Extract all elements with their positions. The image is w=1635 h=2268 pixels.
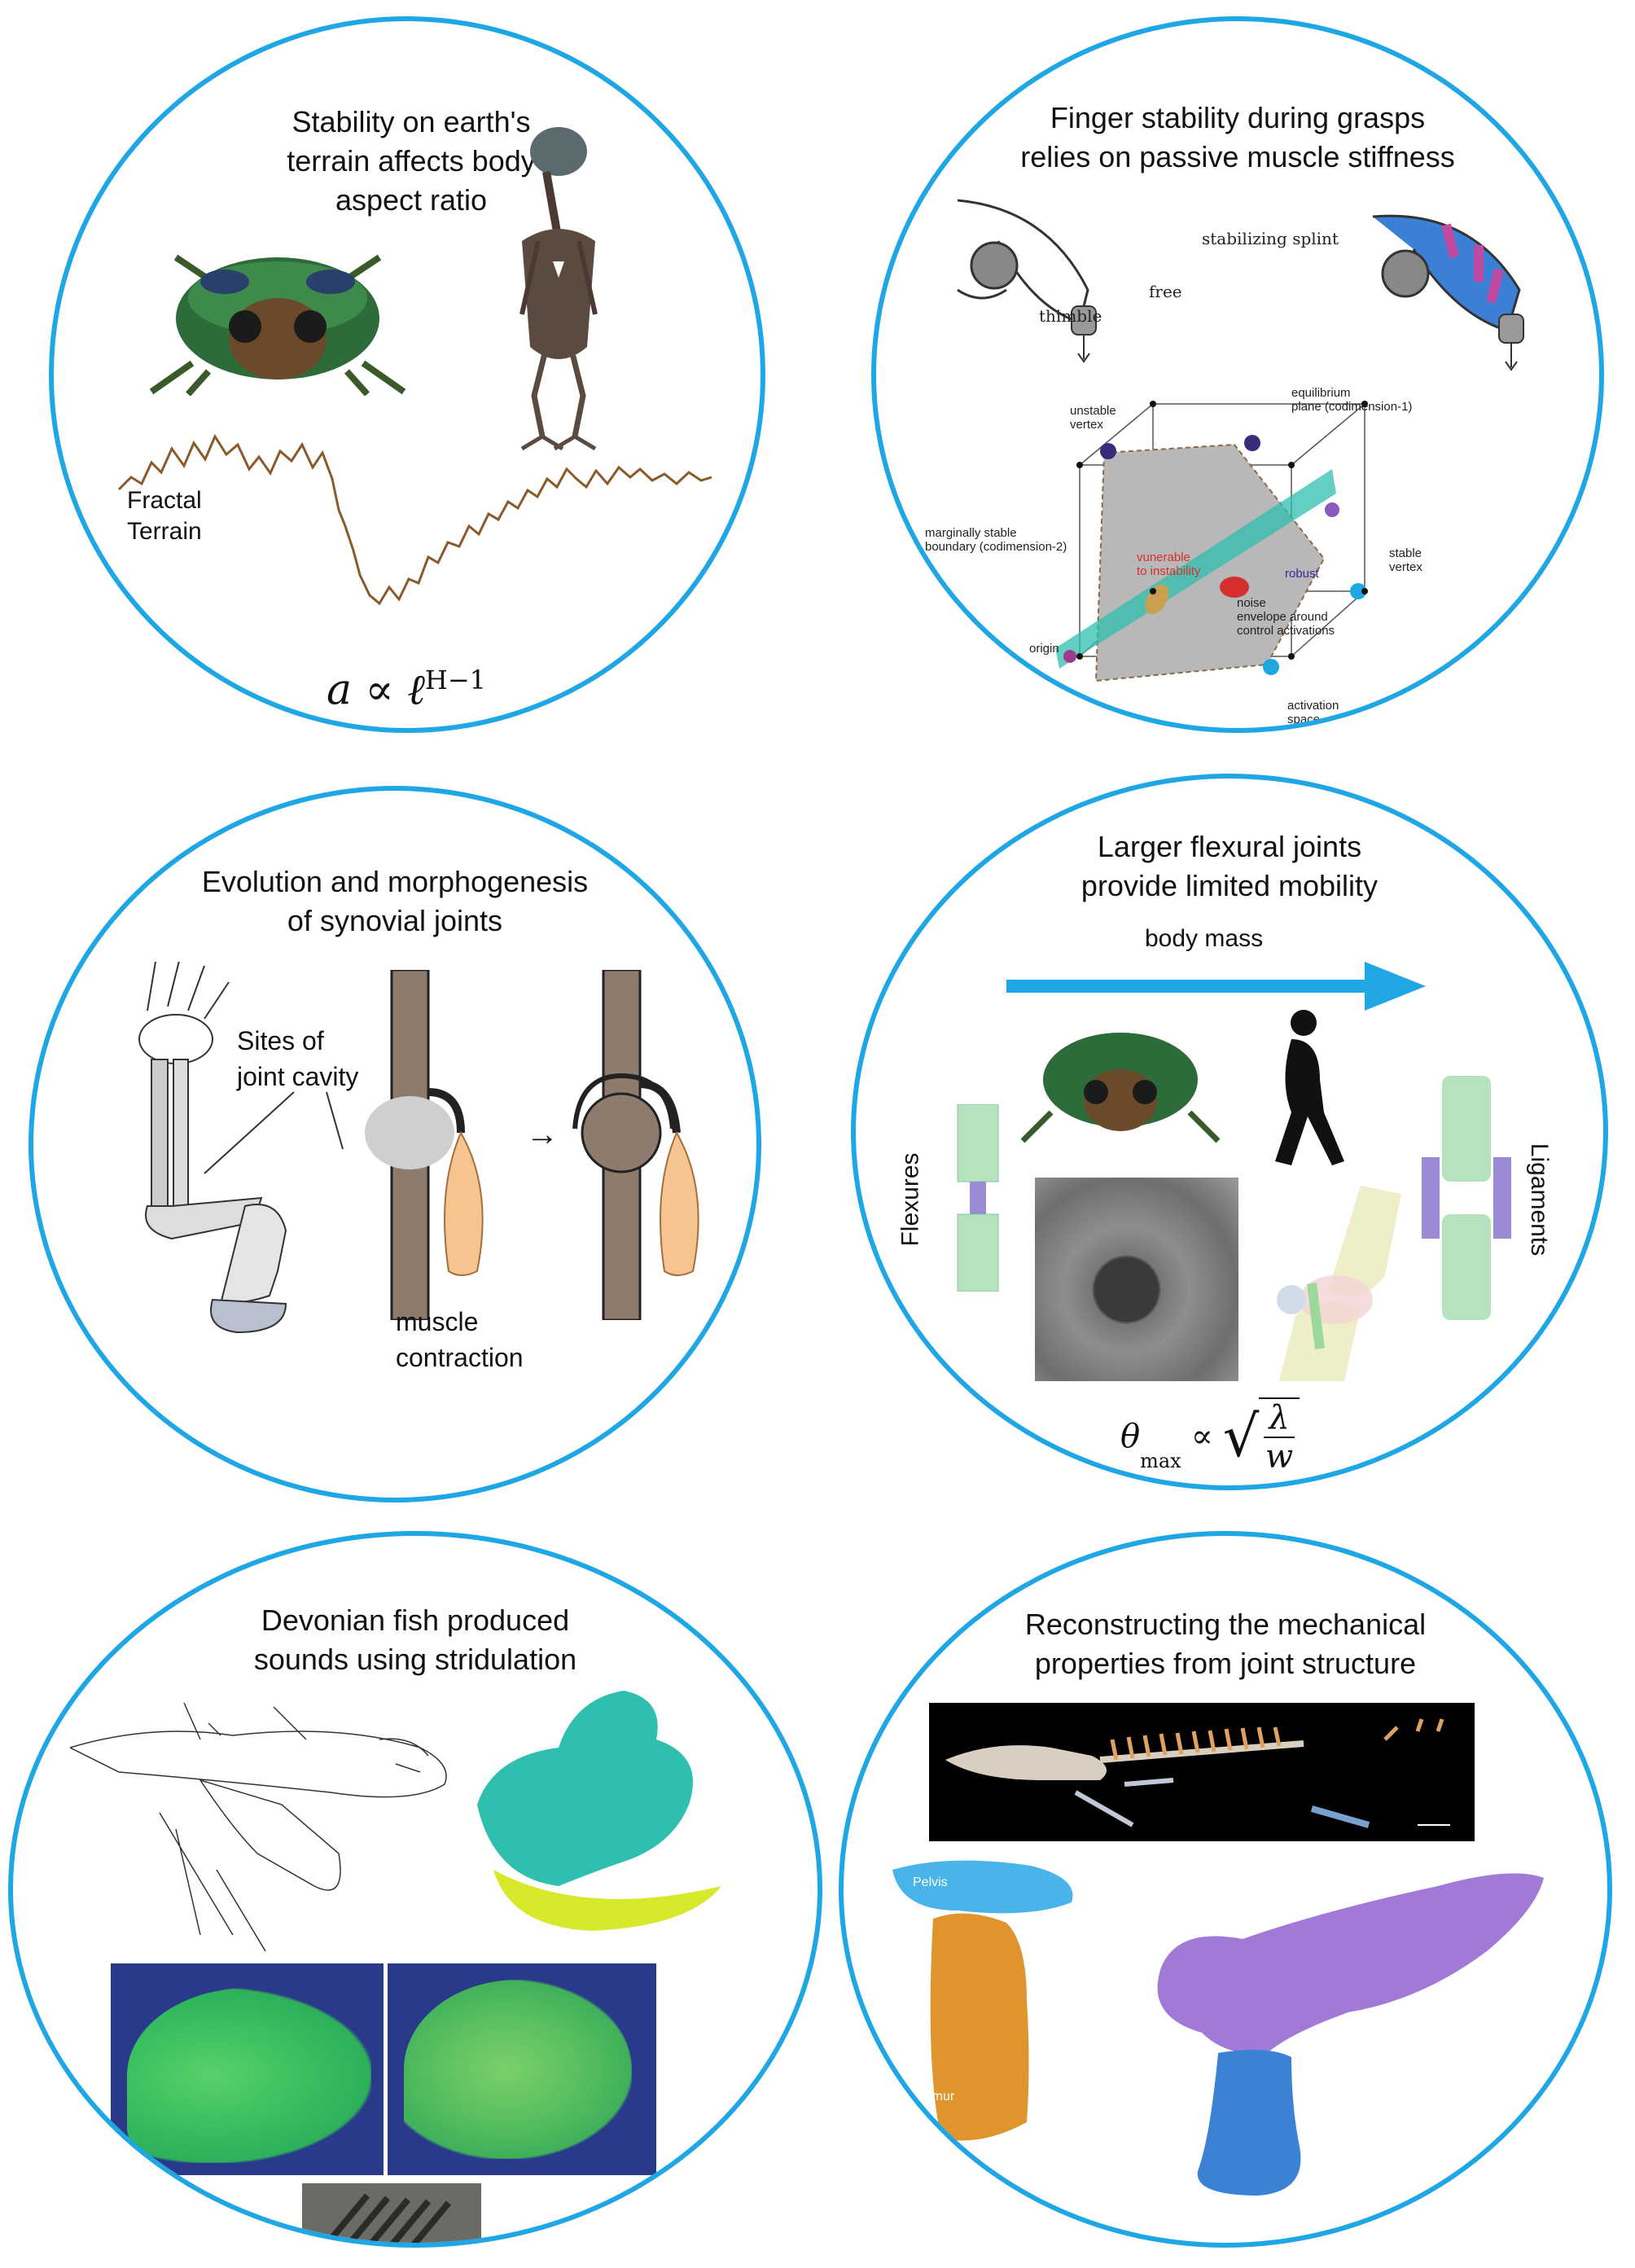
marginal-boundary-label: marginally stable boundary (codimension-…: [925, 526, 1067, 554]
thimble-label: thimble: [1039, 306, 1102, 326]
activation-space-label: activation space: [1287, 699, 1339, 726]
sqrt-sign: √: [1222, 1403, 1260, 1470]
formula-exponent: H−1: [424, 665, 486, 695]
mobility-formula: θ max ∝ √ λ w: [1120, 1397, 1300, 1476]
equilibrium-plane-label: equilibrium plane (codimension-1): [1291, 386, 1413, 414]
panel-title: Reconstructing the mechanical properties…: [1024, 1608, 1427, 1680]
fin-spine-scan-image: [477, 1691, 721, 1931]
hand-thimble-image: [957, 199, 1097, 363]
panel-stability: Stability on earth's terrain affects bod…: [49, 16, 765, 733]
joint-interzone-diagram: [365, 970, 484, 1320]
formula-denominator: w: [1265, 1438, 1294, 1476]
splint-label: stabilizing splint: [1202, 229, 1339, 248]
fractal-terrain-curve: [117, 433, 712, 606]
limb-skeleton-image: [138, 962, 287, 1334]
panel-title: Finger stability during grasps relies on…: [1020, 101, 1455, 173]
stable-vertex-label: stable vertex: [1389, 546, 1422, 574]
bird-skeleton-image: [519, 127, 598, 451]
joint-cavity-diagram: [572, 970, 699, 1320]
activation-space-diagram: [1055, 401, 1368, 682]
panel-title: Evolution and morphogenesis of synovial …: [201, 865, 589, 937]
robust-label: robust: [1285, 567, 1319, 581]
panel-finger: Finger stability during grasps relies on…: [871, 16, 1604, 733]
joint-3d-model: [1157, 1873, 1544, 2196]
formula-proportional: ∝: [1190, 1418, 1213, 1455]
muscle-contraction-label: muscle contraction: [396, 1307, 524, 1372]
free-label: free: [1149, 282, 1182, 301]
femur-label: Femur: [917, 2090, 955, 2103]
skeleton-reconstruction-image: [929, 1703, 1475, 1841]
origin-label: origin: [1029, 642, 1059, 656]
body-mass-label: body mass: [1145, 925, 1264, 952]
hand-splint-image: [1372, 214, 1524, 371]
terrain-label: Fractal Terrain: [127, 487, 202, 545]
panel-reconstruct: Reconstructing the mechanical properties…: [839, 1531, 1612, 2248]
formula-base: a ∝ ℓ: [327, 665, 425, 715]
scaling-formula: a ∝ ℓH−1: [327, 616, 486, 714]
fish-drawing-image: [70, 1702, 447, 1952]
sem-micrograph-image: [1035, 1178, 1238, 1381]
panel-synovial: Evolution and morphogenesis of synovial …: [28, 786, 761, 1502]
panel-flexural: Larger flexural joints provide limited m…: [851, 774, 1608, 1490]
formula-subscript: max: [1140, 1450, 1181, 1472]
flexure-model: [957, 1104, 999, 1292]
unstable-vertex-label: unstable vertex: [1070, 404, 1116, 432]
pelvis-femur-model: [892, 1860, 1073, 2141]
pelvis-label: Pelvis: [913, 1875, 948, 1889]
scan-heatmap-left: [111, 1963, 384, 2175]
formula-numerator: λ: [1264, 1399, 1295, 1438]
formula-theta: θ: [1120, 1418, 1141, 1455]
joint-cavity-label: Sites of joint cavity: [237, 1026, 359, 1091]
panel-devonian: Devonian fish produced sounds using stri…: [8, 1531, 822, 2248]
panel-title: Devonian fish produced sounds using stri…: [253, 1603, 577, 1676]
leader-lines: [204, 1091, 344, 1174]
human-silhouette-image: [1275, 1010, 1344, 1165]
vulnerable-label: vunerable to instability: [1137, 551, 1201, 578]
beetle-image: [149, 254, 406, 396]
panel-title: Stability on earth's terrain affects bod…: [287, 105, 536, 217]
knee-joint-image: [1277, 1186, 1401, 1381]
arrow-glyph: →: [526, 1116, 559, 1152]
fraction: λ w: [1259, 1397, 1300, 1476]
ligaments-label: Ligaments: [1526, 1143, 1554, 1257]
beetle-image: [1020, 1033, 1221, 1143]
scan-heatmap-right: [388, 1963, 656, 2175]
ligament-model: [1422, 1076, 1511, 1320]
flexures-label: Flexures: [896, 1152, 924, 1247]
panel-title: Larger flexural joints provide limited m…: [1081, 830, 1379, 902]
stridulation-ridges-photo: [302, 2183, 481, 2243]
noise-envelope-label: noise envelope around control activation…: [1237, 596, 1335, 638]
body-mass-arrow: [1006, 962, 1426, 1011]
